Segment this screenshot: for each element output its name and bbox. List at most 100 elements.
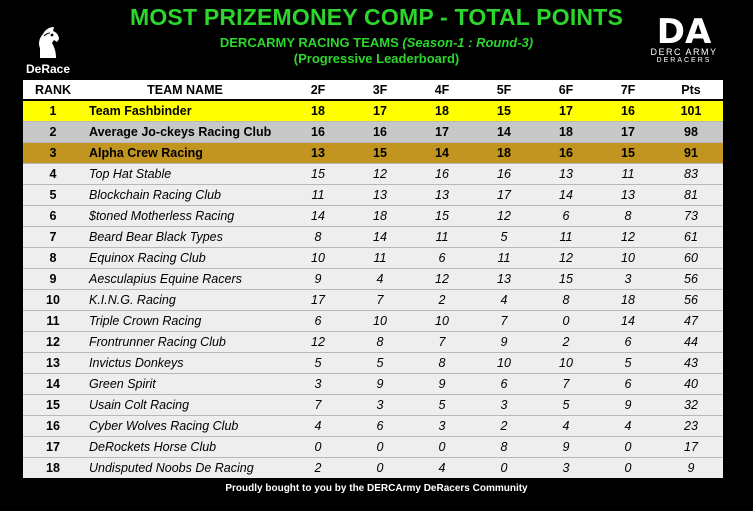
race-score-cell: 8 <box>535 289 597 311</box>
points-cell: 81 <box>659 184 723 206</box>
derc-army-line1: DERC ARMY <box>650 47 718 57</box>
race-score-cell: 8 <box>411 352 473 374</box>
column-header: 3F <box>349 80 411 101</box>
race-score-cell: 4 <box>411 457 473 478</box>
race-score-cell: 9 <box>597 394 659 416</box>
rank-cell: 5 <box>23 184 83 206</box>
table-row: 5 Blockchain Racing Club 11 13 13 17 14 13 81 <box>23 184 723 206</box>
race-score-cell: 11 <box>535 226 597 248</box>
race-score-cell: 11 <box>411 226 473 248</box>
race-score-cell: 2 <box>411 289 473 311</box>
race-score-cell: 9 <box>473 331 535 353</box>
race-score-cell: 14 <box>287 205 349 227</box>
footer-credit: Proudly bought to you by the DERCArmy De… <box>225 483 528 494</box>
subtitle-leaderboard: (Progressive Leaderboard) <box>293 51 460 66</box>
race-score-cell: 5 <box>535 394 597 416</box>
race-score-cell: 18 <box>411 99 473 122</box>
race-score-cell: 13 <box>411 184 473 206</box>
team-name-cell: Aesculapius Equine Racers <box>83 268 287 290</box>
race-score-cell: 17 <box>597 121 659 143</box>
table-row: 6 $toned Motherless Racing 14 18 15 12 6 8 73 <box>23 205 723 227</box>
points-cell: 98 <box>659 121 723 143</box>
race-score-cell: 10 <box>597 247 659 269</box>
team-name-cell: Triple Crown Racing <box>83 310 287 332</box>
race-score-cell: 17 <box>287 289 349 311</box>
race-score-cell: 0 <box>287 436 349 458</box>
race-score-cell: 3 <box>411 415 473 437</box>
race-score-cell: 15 <box>473 99 535 122</box>
points-cell: 83 <box>659 163 723 185</box>
race-score-cell: 13 <box>287 142 349 164</box>
race-score-cell: 5 <box>473 226 535 248</box>
team-name-cell: Blockchain Racing Club <box>83 184 287 206</box>
race-score-cell: 0 <box>411 436 473 458</box>
race-score-cell: 10 <box>535 352 597 374</box>
rank-cell: 16 <box>23 415 83 437</box>
column-header: TEAM NAME <box>83 80 287 101</box>
race-score-cell: 18 <box>473 142 535 164</box>
race-score-cell: 8 <box>473 436 535 458</box>
race-score-cell: 4 <box>287 415 349 437</box>
horse-head-icon <box>39 27 59 58</box>
table-row: 14 Green Spirit 3 9 9 6 7 6 40 <box>23 373 723 395</box>
race-score-cell: 8 <box>597 205 659 227</box>
race-score-cell: 3 <box>535 457 597 478</box>
race-score-cell: 3 <box>473 394 535 416</box>
team-name-cell: Usain Colt Racing <box>83 394 287 416</box>
table-row: 12 Frontrunner Racing Club 12 8 7 9 2 6 44 <box>23 331 723 353</box>
rank-cell: 1 <box>23 99 83 122</box>
race-score-cell: 16 <box>535 142 597 164</box>
race-score-cell: 9 <box>287 268 349 290</box>
race-score-cell: 15 <box>411 205 473 227</box>
race-score-cell: 15 <box>287 163 349 185</box>
derc-army-mark-icon: DA <box>657 12 712 46</box>
race-score-cell: 11 <box>287 184 349 206</box>
race-score-cell: 0 <box>473 457 535 478</box>
race-score-cell: 13 <box>597 184 659 206</box>
column-header: RANK <box>23 80 83 101</box>
subtitle-main: DERCARMY RACING TEAMS <box>219 35 399 50</box>
column-header: 2F <box>287 80 349 101</box>
race-score-cell: 18 <box>287 99 349 122</box>
table-row: 3 Alpha Crew Racing 13 15 14 18 16 15 91 <box>23 142 723 164</box>
race-score-cell: 14 <box>597 310 659 332</box>
derace-logo: DeRace <box>22 22 74 80</box>
race-score-cell: 7 <box>287 394 349 416</box>
team-name-cell: Top Hat Stable <box>83 163 287 185</box>
page-title: MOST PRIZEMONEY COMP - TOTAL POINTS <box>129 4 624 30</box>
race-score-cell: 4 <box>597 415 659 437</box>
race-score-cell: 4 <box>349 268 411 290</box>
points-cell: 40 <box>659 373 723 395</box>
race-score-cell: 13 <box>349 184 411 206</box>
team-name-cell: DeRockets Horse Club <box>83 436 287 458</box>
points-cell: 9 <box>659 457 723 478</box>
race-score-cell: 4 <box>535 415 597 437</box>
points-cell: 56 <box>659 289 723 311</box>
team-name-cell: Frontrunner Racing Club <box>83 331 287 353</box>
column-header: 7F <box>597 80 659 101</box>
column-header: 5F <box>473 80 535 101</box>
race-score-cell: 15 <box>349 142 411 164</box>
derc-army-mark: DA <box>657 12 712 46</box>
race-score-cell: 11 <box>473 247 535 269</box>
race-score-cell: 6 <box>287 310 349 332</box>
race-score-cell: 16 <box>597 99 659 122</box>
race-score-cell: 12 <box>411 268 473 290</box>
rank-cell: 10 <box>23 289 83 311</box>
team-name-cell: Undisputed Noobs De Racing <box>83 457 287 478</box>
race-score-cell: 15 <box>535 268 597 290</box>
race-score-cell: 0 <box>349 436 411 458</box>
race-score-cell: 7 <box>411 331 473 353</box>
team-name-cell: Invictus Donkeys <box>83 352 287 374</box>
race-score-cell: 10 <box>473 352 535 374</box>
race-score-cell: 6 <box>411 247 473 269</box>
race-score-cell: 11 <box>597 163 659 185</box>
rank-cell: 11 <box>23 310 83 332</box>
derc-army-line2: DERACERS <box>656 57 712 64</box>
team-name-cell: K.I.N.G. Racing <box>83 289 287 311</box>
race-score-cell: 16 <box>473 163 535 185</box>
team-name-cell: Equinox Racing Club <box>83 247 287 269</box>
column-header: 6F <box>535 80 597 101</box>
rank-cell: 3 <box>23 142 83 164</box>
race-score-cell: 9 <box>411 373 473 395</box>
